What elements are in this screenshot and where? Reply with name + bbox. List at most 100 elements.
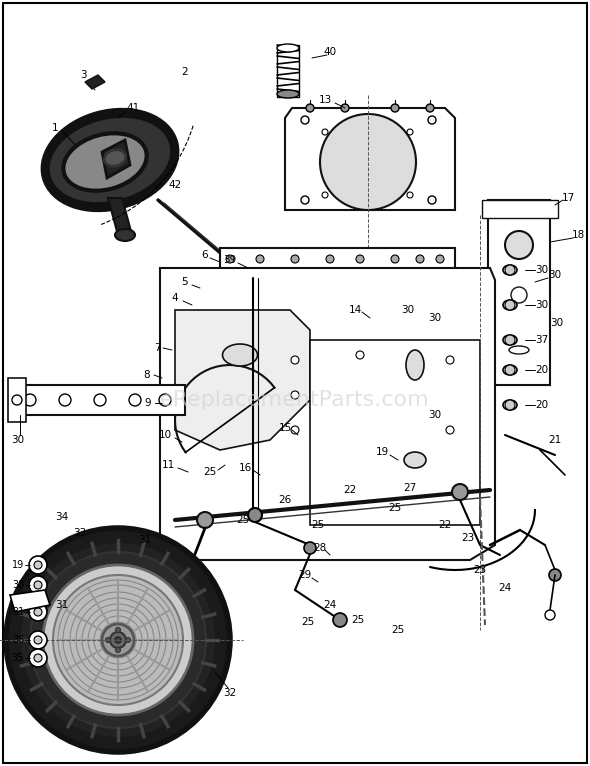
- Text: 31: 31: [55, 600, 68, 610]
- Ellipse shape: [115, 229, 135, 241]
- Text: 30: 30: [549, 270, 562, 280]
- Ellipse shape: [406, 350, 424, 380]
- Polygon shape: [160, 268, 495, 560]
- Circle shape: [407, 129, 413, 135]
- Text: 30: 30: [401, 305, 415, 315]
- Circle shape: [452, 484, 468, 500]
- Circle shape: [291, 255, 299, 263]
- Polygon shape: [10, 590, 50, 612]
- Circle shape: [326, 255, 334, 263]
- Text: 15: 15: [278, 423, 291, 433]
- Circle shape: [291, 426, 299, 434]
- Ellipse shape: [509, 346, 529, 354]
- Text: 25: 25: [312, 520, 325, 530]
- Circle shape: [179, 574, 191, 586]
- Ellipse shape: [46, 113, 174, 207]
- Circle shape: [34, 636, 42, 644]
- Circle shape: [356, 255, 364, 263]
- Text: 38: 38: [12, 580, 24, 590]
- Circle shape: [126, 637, 130, 643]
- Polygon shape: [108, 198, 132, 235]
- Circle shape: [6, 528, 230, 752]
- Circle shape: [29, 631, 47, 649]
- Text: 37: 37: [535, 335, 549, 345]
- Text: 30: 30: [428, 313, 441, 323]
- Bar: [482, 200, 558, 218]
- Text: 34: 34: [55, 512, 68, 522]
- Text: 26: 26: [278, 495, 291, 505]
- Circle shape: [291, 391, 299, 399]
- Circle shape: [94, 394, 106, 406]
- Ellipse shape: [277, 44, 299, 52]
- Circle shape: [106, 637, 110, 643]
- Circle shape: [391, 255, 399, 263]
- Circle shape: [301, 196, 309, 204]
- Circle shape: [511, 287, 527, 303]
- Circle shape: [505, 335, 515, 345]
- Text: 25: 25: [237, 515, 250, 525]
- Text: 25: 25: [388, 503, 402, 513]
- Text: 25: 25: [204, 467, 217, 477]
- Circle shape: [34, 654, 42, 662]
- Bar: [220, 248, 455, 270]
- Circle shape: [545, 610, 555, 620]
- Circle shape: [322, 192, 328, 198]
- Bar: [10, 385, 185, 415]
- Circle shape: [256, 255, 264, 263]
- Text: 31: 31: [139, 535, 152, 545]
- Circle shape: [505, 231, 533, 259]
- Circle shape: [320, 114, 416, 210]
- Text: 5: 5: [182, 277, 188, 287]
- Polygon shape: [102, 140, 130, 178]
- Circle shape: [428, 116, 436, 124]
- Text: 28: 28: [313, 543, 327, 553]
- Circle shape: [30, 552, 206, 728]
- Text: 22: 22: [343, 485, 356, 495]
- Bar: [310, 340, 480, 525]
- Circle shape: [333, 613, 347, 627]
- Text: 36: 36: [12, 635, 24, 645]
- Text: 35: 35: [12, 653, 24, 663]
- Text: 30: 30: [428, 410, 441, 420]
- Text: 20: 20: [536, 365, 549, 375]
- Text: 41: 41: [126, 103, 140, 113]
- Circle shape: [407, 192, 413, 198]
- Text: 14: 14: [348, 305, 362, 315]
- Text: 39: 39: [224, 255, 237, 265]
- Text: 19: 19: [375, 447, 389, 457]
- Circle shape: [301, 116, 309, 124]
- Bar: [8, 378, 26, 422]
- Circle shape: [23, 545, 213, 735]
- Text: 25: 25: [352, 615, 365, 625]
- Circle shape: [34, 561, 42, 569]
- Text: 30: 30: [536, 300, 549, 310]
- Circle shape: [446, 426, 454, 434]
- Ellipse shape: [503, 300, 517, 310]
- Ellipse shape: [63, 133, 147, 191]
- Circle shape: [505, 265, 515, 275]
- Text: 32: 32: [224, 688, 237, 698]
- Bar: [488, 200, 550, 385]
- Bar: [277, 45, 299, 97]
- Ellipse shape: [277, 90, 299, 98]
- Ellipse shape: [503, 400, 517, 410]
- Circle shape: [102, 624, 134, 656]
- Circle shape: [341, 104, 349, 112]
- Circle shape: [436, 255, 444, 263]
- Circle shape: [505, 365, 515, 375]
- Text: 20: 20: [536, 400, 549, 410]
- Circle shape: [29, 576, 47, 594]
- Text: 1: 1: [52, 123, 58, 133]
- Ellipse shape: [503, 335, 517, 345]
- Text: 19: 19: [12, 560, 24, 570]
- Text: 13: 13: [319, 95, 332, 105]
- Text: 30: 30: [550, 318, 563, 328]
- Circle shape: [549, 569, 561, 581]
- Text: 23: 23: [461, 533, 474, 543]
- Circle shape: [322, 129, 328, 135]
- Circle shape: [446, 356, 454, 364]
- Text: 24: 24: [323, 600, 337, 610]
- Text: 7: 7: [153, 343, 160, 353]
- Circle shape: [226, 255, 234, 263]
- Circle shape: [29, 556, 47, 574]
